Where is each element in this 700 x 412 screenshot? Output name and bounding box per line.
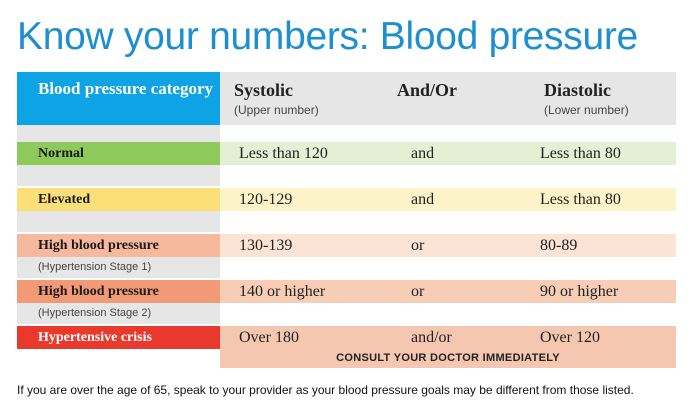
systolic-normal: Less than 120 xyxy=(239,145,328,162)
andor-normal: and xyxy=(411,145,435,162)
systolic-stage2: 140 or higher xyxy=(239,283,326,300)
systolic-crisis: Over 180 xyxy=(239,329,299,346)
blood-pressure-table: Blood pressure category Systolic (Upper … xyxy=(17,72,676,368)
header-diastolic-label: Diastolic xyxy=(544,80,611,100)
row-stage2: High blood pressure 140 or higher or 90 … xyxy=(17,280,676,303)
diastolic-elevated: Less than 80 xyxy=(540,191,621,208)
category-spacer xyxy=(17,165,220,186)
header-andor-label: And/Or xyxy=(397,80,458,100)
category-spacer xyxy=(17,125,220,146)
row-elevated-bar xyxy=(220,188,676,211)
category-elevated: Elevated xyxy=(17,188,220,211)
row-normal-bar xyxy=(220,142,676,165)
header-andor: And/Or xyxy=(397,79,457,101)
category-spacer xyxy=(17,211,220,232)
stage2-subtitle: (Hypertension Stage 2) xyxy=(38,307,152,319)
andor-crisis: and/or xyxy=(411,329,452,346)
row-spacer xyxy=(17,165,676,186)
andor-stage1: or xyxy=(411,237,425,254)
row-crisis-bar xyxy=(220,326,676,349)
row-spacer: (Hypertension Stage 2) xyxy=(17,303,676,324)
row-normal: Normal Less than 120 and Less than 80 xyxy=(17,142,676,165)
systolic-elevated: 120-129 xyxy=(239,191,293,208)
category-crisis: Hypertensive crisis xyxy=(17,326,220,349)
andor-stage2: or xyxy=(411,283,425,300)
row-elevated: Elevated 120-129 and Less than 80 xyxy=(17,188,676,211)
stage1-subtitle: (Hypertension Stage 1) xyxy=(38,261,152,273)
table-header: Blood pressure category Systolic (Upper … xyxy=(17,72,676,125)
row-stage1-bar xyxy=(220,234,676,257)
header-category: Blood pressure category xyxy=(17,72,220,125)
category-normal: Normal xyxy=(17,142,220,165)
row-stage2-bar xyxy=(220,280,676,303)
header-systolic-label: Systolic xyxy=(234,80,294,100)
row-spacer xyxy=(17,211,676,232)
row-spacer: (Hypertension Stage 1) xyxy=(17,257,676,278)
diastolic-crisis: Over 120 xyxy=(540,329,600,346)
category-spacer xyxy=(17,303,220,324)
diastolic-stage2: 90 or higher xyxy=(540,283,619,300)
header-diastolic: Diastolic (Lower number) xyxy=(544,79,629,118)
diastolic-stage1: 80-89 xyxy=(540,237,578,254)
crisis-note-bar xyxy=(220,349,676,368)
systolic-stage1: 130-139 xyxy=(239,237,293,254)
diastolic-normal: Less than 80 xyxy=(540,145,621,162)
row-stage1: High blood pressure 130-139 or 80-89 xyxy=(17,234,676,257)
consult-doctor-note: CONSULT YOUR DOCTOR IMMEDIATELY xyxy=(336,352,560,364)
row-spacer xyxy=(17,125,676,146)
category-stage1: High blood pressure xyxy=(17,234,220,257)
header-diastolic-sub: (Lower number) xyxy=(544,103,629,117)
page-title: Know your numbers: Blood pressure xyxy=(17,15,638,58)
andor-elevated: and xyxy=(411,191,435,208)
category-stage2: High blood pressure xyxy=(17,280,220,303)
footnote: If you are over the age of 65, speak to … xyxy=(17,383,634,397)
row-crisis: Hypertensive crisis Over 180 and/or Over… xyxy=(17,326,676,349)
header-systolic: Systolic (Upper number) xyxy=(234,79,319,118)
category-spacer xyxy=(17,257,220,278)
header-systolic-sub: (Upper number) xyxy=(234,103,319,117)
